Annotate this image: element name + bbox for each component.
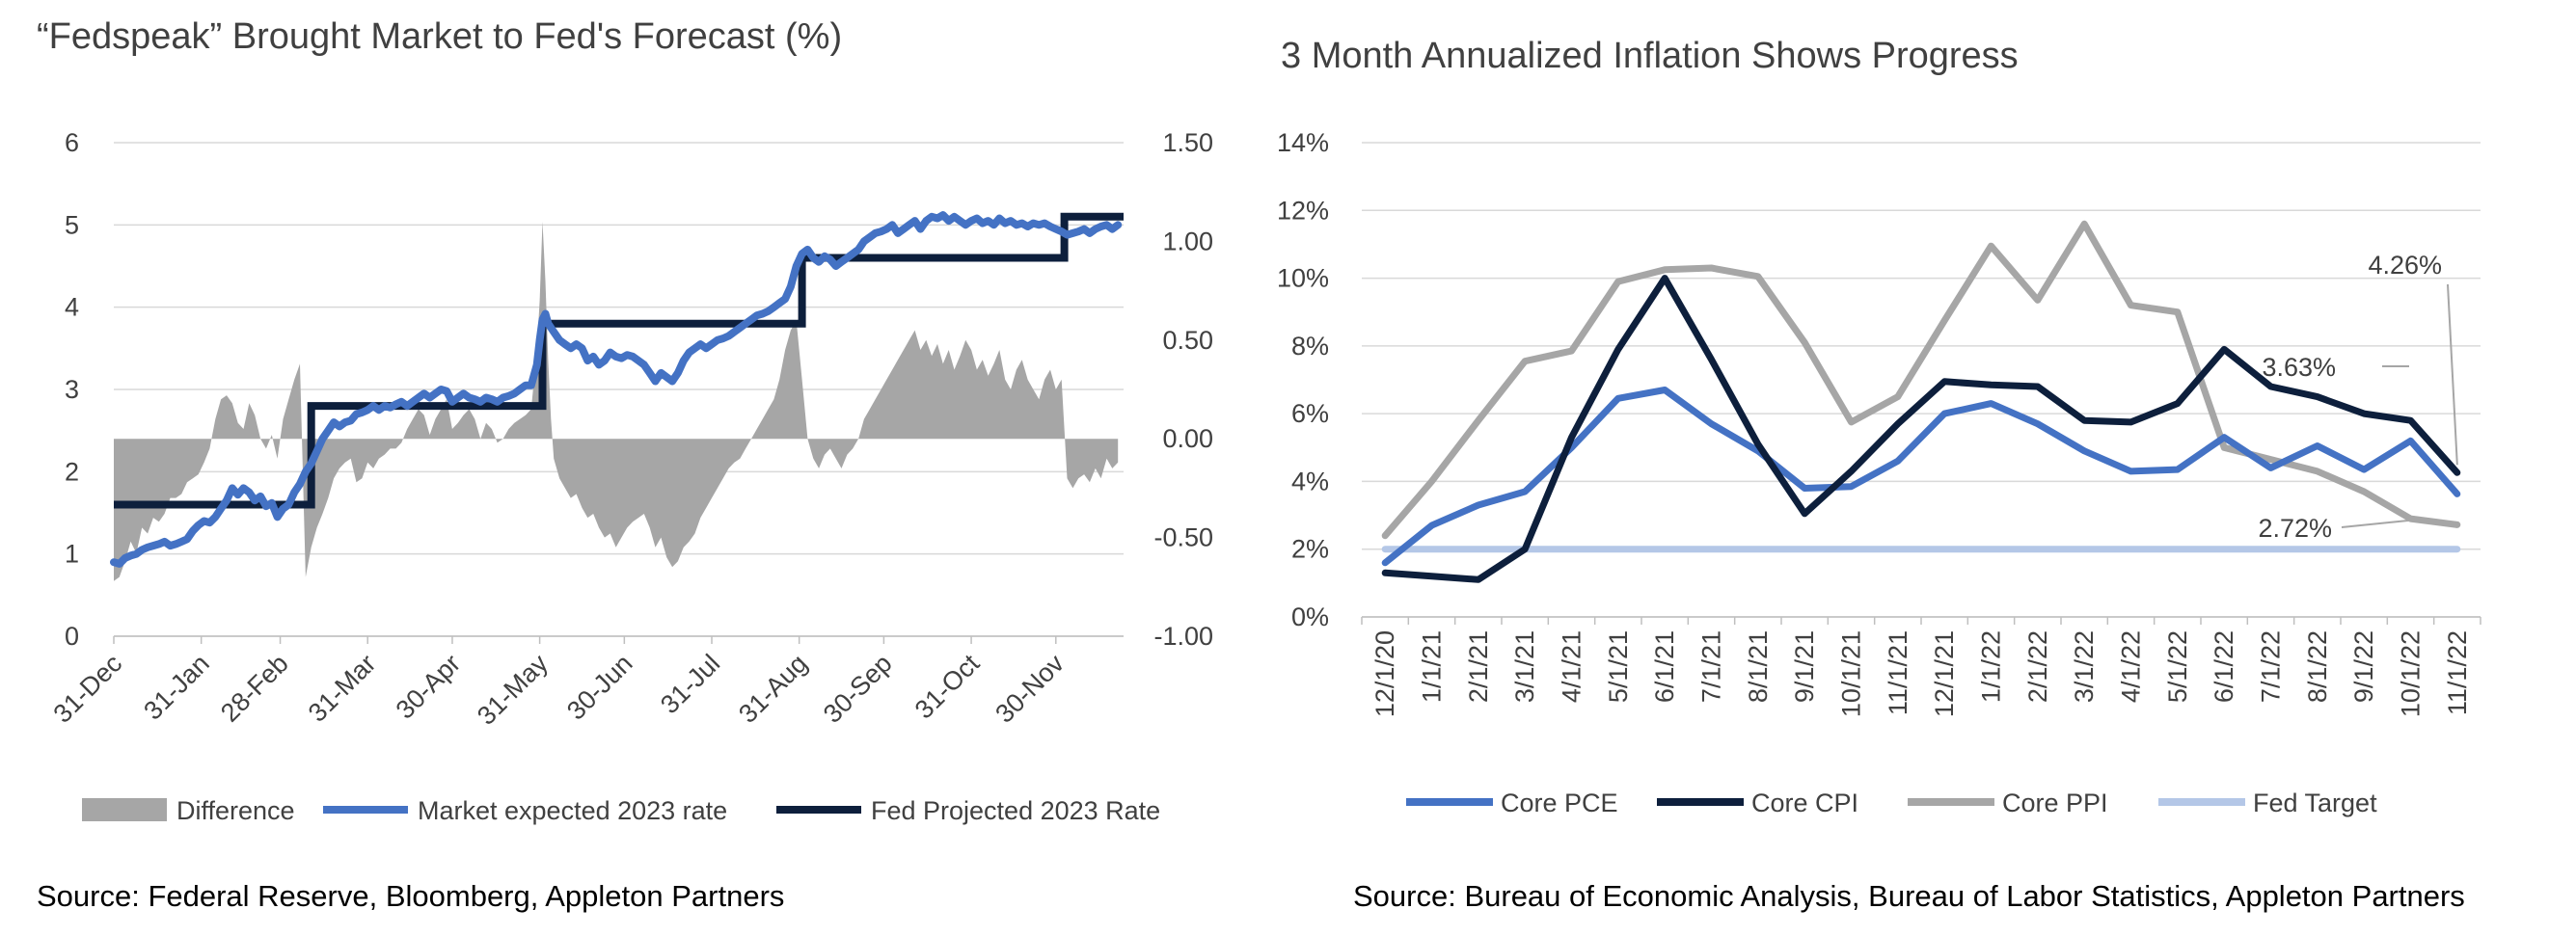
x-tick-label: 30-Jun [561,649,638,726]
x-tick-label: 31-Jul [655,649,725,719]
inflation-chart: 3 Month Annualized Inflation Shows Progr… [1277,36,2481,913]
x-tick-label: 12/1/21 [1930,630,1959,717]
x-tick-label: 2/1/22 [2023,630,2052,703]
x-tick-label: 8/1/22 [2303,630,2332,703]
y-tick-label: 10% [1277,264,1329,293]
x-tick-label: 31-Dec [47,649,127,729]
fedspeak-source: Source: Federal Reserve, Bloomberg, Appl… [37,879,784,913]
x-tick-label: 4/1/21 [1558,630,1586,703]
series-difference-area [114,221,1119,581]
y-right-tick-label: 1.00 [1162,227,1213,255]
x-tick-label: 31-May [472,649,554,731]
x-tick-label: 12/1/20 [1370,630,1399,717]
legend-label-core-pce: Core PCE [1501,789,1618,817]
inflation-chart-title: 3 Month Annualized Inflation Shows Progr… [1281,36,2019,76]
y-tick-label: 12% [1277,196,1329,225]
y-tick-label: 2% [1291,535,1329,564]
x-tick-label: 10/1/21 [1837,630,1866,717]
x-tick-label: 30-Nov [990,649,1070,729]
annotation-leader-line [2341,518,2424,528]
y-left-tick-label: 3 [65,375,79,404]
y-left-tick-label: 5 [65,210,79,239]
y-tick-label: 14% [1277,128,1329,157]
x-tick-label: 8/1/21 [1744,630,1773,703]
x-tick-label: 11/1/21 [1884,630,1912,715]
y-left-tick-label: 6 [65,128,79,157]
x-tick-label: 9/1/21 [1790,630,1819,703]
fedspeak-chart-title: “Fedspeak” Brought Market to Fed's Forec… [37,16,842,57]
x-tick-label: 6/1/22 [2210,630,2238,703]
legend-label-difference: Difference [176,796,295,825]
x-tick-label: 4/1/22 [2117,630,2146,703]
x-tick-label: 10/1/22 [2397,630,2426,717]
x-tick-label: 31-Jan [138,649,215,726]
y-left-tick-label: 0 [65,622,79,651]
x-tick-label: 3/1/21 [1510,630,1539,703]
x-tick-label: 5/1/22 [2163,630,2192,703]
y-right-tick-label: 0.00 [1162,424,1213,453]
x-tick-label: 5/1/21 [1604,630,1633,703]
legend-swatch-difference [82,798,167,821]
x-tick-label: 7/1/21 [1697,630,1726,703]
x-tick-label: 9/1/22 [2349,630,2378,703]
inflation-source: Source: Bureau of Economic Analysis, Bur… [1353,879,2465,913]
x-tick-label: 30-Apr [391,649,467,725]
x-tick-label: 31-Aug [733,649,813,729]
y-left-tick-label: 1 [65,540,79,569]
fedspeak-legend: Difference Market expected 2023 rate Fed… [82,796,1160,825]
x-tick-label: 3/1/22 [2070,630,2099,703]
y-right-tick-label: -0.50 [1153,523,1213,552]
x-tick-label: 6/1/21 [1650,630,1679,703]
y-right-tick-label: 1.50 [1162,128,1213,157]
x-tick-label: 28-Feb [215,649,294,728]
y-tick-label: 8% [1291,332,1329,361]
legend-label-core-ppi: Core PPI [2002,789,2108,817]
x-tick-label: 30-Sep [818,649,898,729]
x-tick-label: 31-Oct [909,649,986,725]
y-tick-label: 4% [1291,467,1329,495]
x-tick-label: 31-Mar [303,649,382,728]
series-market-expected-line [110,211,1123,568]
y-tick-label: 6% [1291,399,1329,428]
x-tick-label: 11/1/22 [2443,630,2472,715]
inflation-legend: Core PCE Core CPI Core PPI Fed Target [1406,789,2377,817]
annotation-leader-line [2447,283,2458,466]
annotation-label-core-pce: 3.63% [2262,353,2336,382]
legend-label-fed: Fed Projected 2023 Rate [871,796,1160,825]
x-tick-label: 1/1/22 [1977,630,2006,703]
x-tick-label: 1/1/21 [1418,630,1447,703]
y-left-tick-label: 4 [65,293,79,322]
legend-label-market: Market expected 2023 rate [418,796,727,825]
series-core-cpi-line [1381,275,2461,583]
y-right-tick-label: 0.50 [1162,326,1213,355]
x-tick-label: 7/1/22 [2257,630,2286,703]
y-right-tick-label: -1.00 [1153,622,1213,651]
annotation-label-core-cpi: 4.26% [2368,251,2442,280]
y-tick-label: 0% [1291,602,1329,631]
legend-label-fed-target: Fed Target [2253,789,2377,817]
x-tick-label: 2/1/21 [1464,630,1493,703]
fedspeak-chart: “Fedspeak” Brought Market to Fed's Forec… [37,16,1213,913]
annotation-label-core-ppi: 2.72% [2258,514,2332,543]
legend-label-core-cpi: Core CPI [1751,789,1858,817]
y-left-tick-label: 2 [65,457,79,486]
